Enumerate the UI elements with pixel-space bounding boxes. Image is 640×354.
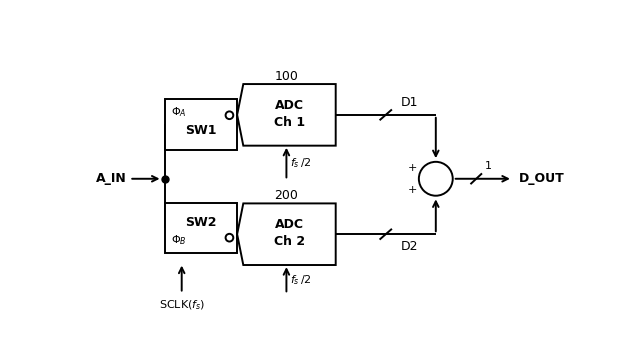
Text: $f_s\,/2$: $f_s\,/2$ [291, 274, 312, 287]
Text: $f_s\,/2$: $f_s\,/2$ [291, 156, 312, 170]
Text: D_OUT: D_OUT [519, 172, 564, 185]
Text: $\Phi_B$: $\Phi_B$ [171, 234, 187, 247]
Text: D1: D1 [401, 96, 419, 109]
Text: 100: 100 [275, 70, 298, 83]
Bar [164, 99, 237, 149]
Bar [164, 204, 237, 253]
Text: 1: 1 [485, 161, 492, 171]
Text: SW2: SW2 [185, 216, 217, 229]
Text: +: + [408, 184, 417, 195]
Polygon shape [237, 84, 336, 145]
Text: ADC: ADC [275, 99, 304, 112]
Text: $\Phi_A$: $\Phi_A$ [171, 105, 186, 119]
Polygon shape [237, 204, 336, 265]
Text: Ch 2: Ch 2 [274, 235, 305, 249]
Text: ADC: ADC [275, 218, 304, 232]
Text: A_IN: A_IN [95, 172, 126, 185]
Circle shape [225, 234, 234, 241]
Text: D2: D2 [401, 240, 419, 253]
Text: +: + [408, 163, 417, 173]
Text: SCLK($f_s$): SCLK($f_s$) [159, 298, 205, 312]
Text: SW1: SW1 [185, 124, 217, 137]
Circle shape [225, 112, 234, 119]
Text: 200: 200 [275, 189, 298, 202]
Text: Ch 1: Ch 1 [274, 116, 305, 129]
Circle shape [419, 162, 452, 196]
